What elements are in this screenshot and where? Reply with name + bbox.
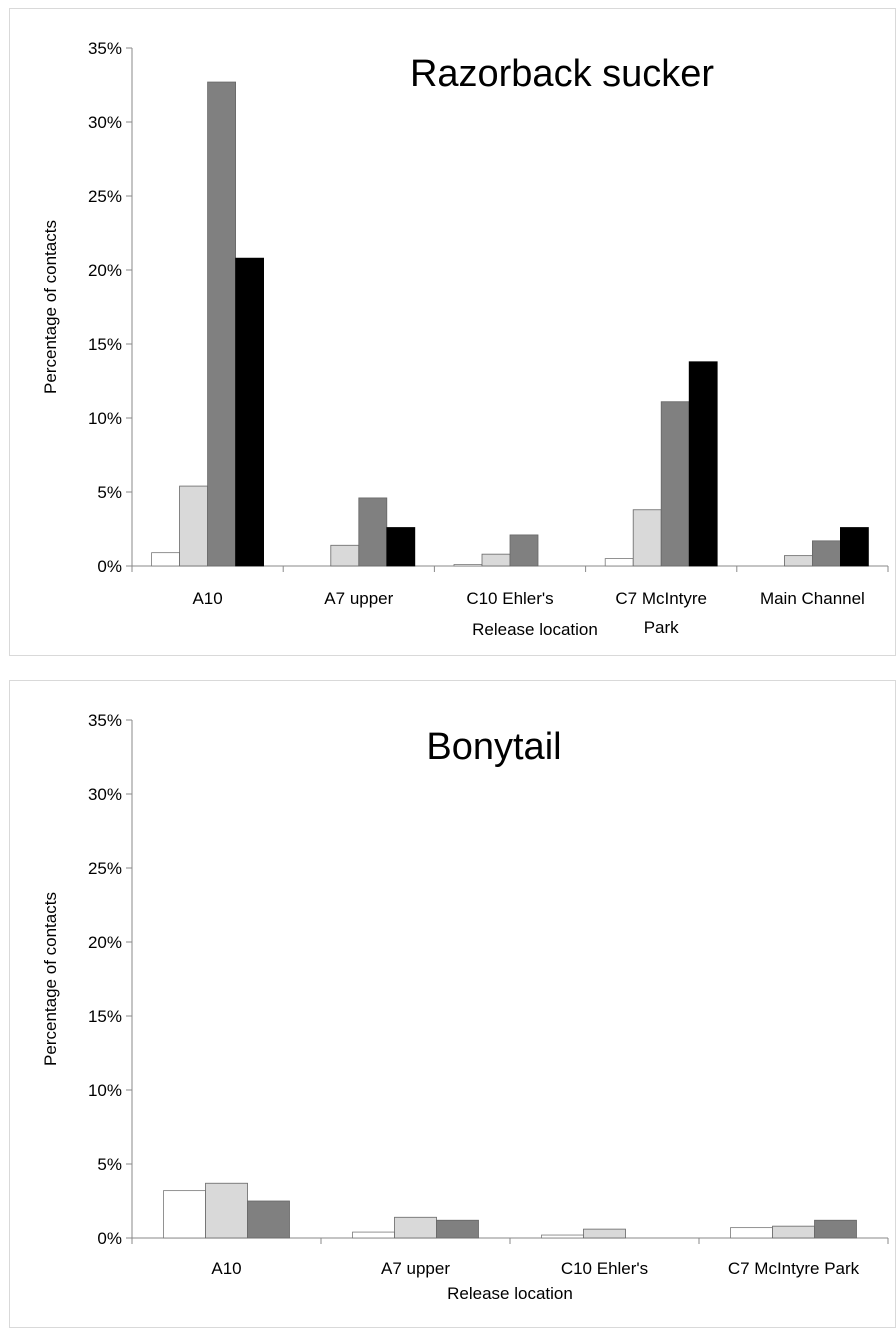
y-tick-label: 0% bbox=[97, 1229, 122, 1248]
bonytail-chart-panel: 0% 5% 10% 15% 20% 25% 30% 35% A10 A7 upper C10 Ehl… bbox=[9, 680, 896, 1328]
chart-title: Razorback sucker bbox=[410, 53, 714, 95]
x-tick-label: A7 upper bbox=[381, 1259, 450, 1278]
bar bbox=[509, 534, 539, 567]
bar bbox=[436, 1219, 479, 1239]
razorback-chart: 0% 5% 10% 15% 20% 25% 30% 35% A10 A7 upper C10 Ehl… bbox=[41, 39, 889, 639]
bar bbox=[151, 552, 181, 567]
y-tick-label: 20% bbox=[88, 261, 122, 280]
x-tick-label: Main Channel bbox=[760, 589, 865, 608]
bar bbox=[812, 540, 841, 567]
y-tick-label: 20% bbox=[88, 933, 122, 952]
bar bbox=[453, 564, 483, 567]
x-tick-label: C7 McIntyre Park bbox=[728, 1259, 860, 1278]
bar bbox=[207, 81, 237, 567]
x-axis-label: Release location bbox=[472, 620, 598, 639]
chart-title: Bonytail bbox=[426, 726, 561, 768]
y-tick-label: 25% bbox=[88, 187, 122, 206]
bar bbox=[840, 527, 869, 567]
razorback-chart-panel: 0% 5% 10% 15% 20% 25% 30% 35% A10 A7 upper C10 Ehl… bbox=[9, 8, 896, 656]
bar bbox=[730, 1227, 773, 1239]
y-tick-label: 0% bbox=[97, 557, 122, 576]
x-tick-label: A10 bbox=[192, 589, 222, 608]
y-tick-label: 15% bbox=[88, 1007, 122, 1026]
y-tick-label: 25% bbox=[88, 859, 122, 878]
bar bbox=[163, 1190, 206, 1239]
bar bbox=[772, 1225, 815, 1239]
bar bbox=[247, 1200, 290, 1239]
bar bbox=[179, 485, 209, 567]
bar bbox=[205, 1182, 248, 1239]
y-tick-label: 10% bbox=[88, 409, 122, 428]
bar bbox=[394, 1216, 437, 1239]
bar bbox=[481, 553, 511, 567]
y-tick-label: 35% bbox=[88, 711, 122, 730]
y-tick-label: 30% bbox=[88, 785, 122, 804]
bar bbox=[688, 361, 718, 567]
y-tick-label: 35% bbox=[88, 39, 122, 58]
bar bbox=[358, 497, 388, 567]
y-tick-label: 30% bbox=[88, 113, 122, 132]
x-tick-label: C7 McIntyre Park bbox=[615, 589, 707, 637]
x-tick-label: C10 Ehler's bbox=[466, 589, 553, 608]
bar bbox=[541, 1234, 584, 1239]
y-tick-label: 10% bbox=[88, 1081, 122, 1100]
x-axis-label: Release location bbox=[447, 1284, 573, 1303]
bar bbox=[604, 558, 634, 567]
x-tick-label: C10 Ehler's bbox=[561, 1259, 648, 1278]
x-tick-label: A10 bbox=[211, 1259, 241, 1278]
bar bbox=[632, 509, 662, 567]
x-tick-label: A7 upper bbox=[324, 589, 393, 608]
bar bbox=[814, 1219, 857, 1239]
bar bbox=[583, 1228, 626, 1239]
bar bbox=[235, 257, 265, 567]
bar bbox=[660, 401, 690, 567]
bar bbox=[386, 527, 416, 567]
y-tick-label: 5% bbox=[97, 483, 122, 502]
bar bbox=[784, 555, 813, 567]
bonytail-chart: 0% 5% 10% 15% 20% 25% 30% 35% A10 A7 upper C10 Ehl… bbox=[41, 711, 889, 1303]
y-axis-label: Percentage of contacts bbox=[41, 892, 60, 1066]
bar bbox=[352, 1231, 395, 1239]
bar bbox=[330, 544, 360, 567]
y-tick-label: 15% bbox=[88, 335, 122, 354]
y-tick-label: 5% bbox=[97, 1155, 122, 1174]
y-axis-label: Percentage of contacts bbox=[41, 220, 60, 394]
